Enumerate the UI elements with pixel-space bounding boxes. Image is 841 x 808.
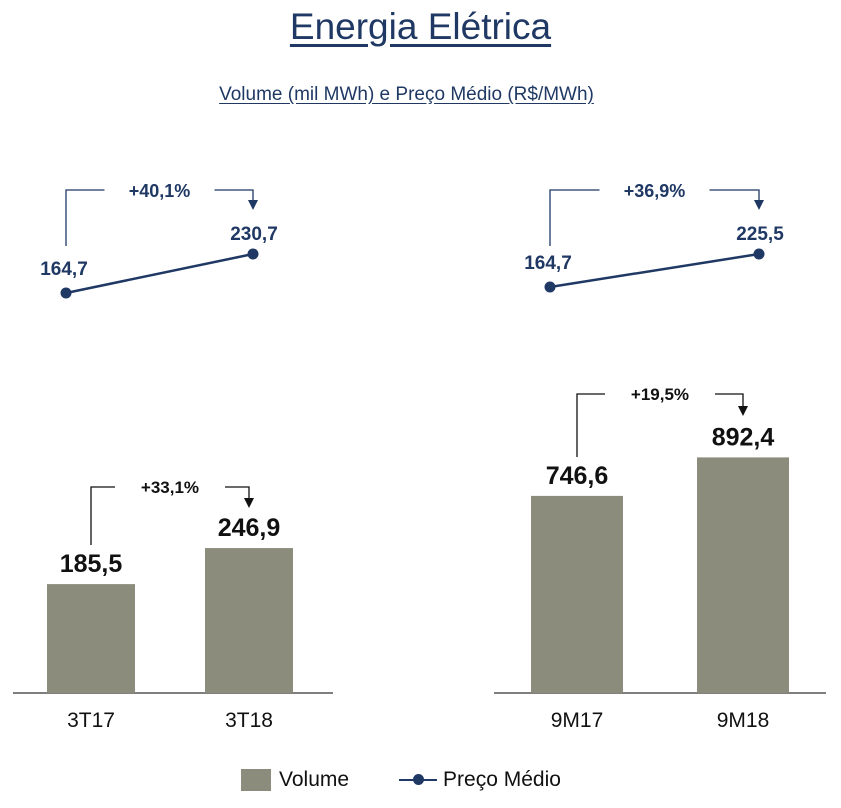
price-point-3T18	[247, 248, 259, 260]
price-change-bracket-left-q	[65, 189, 105, 246]
legend-swatch-volume	[241, 769, 271, 791]
bar-change-arrow-icon-ytd	[738, 406, 748, 416]
x-tick-label-9M17: 9M17	[551, 709, 604, 732]
price-change-arrow-icon-q	[248, 200, 258, 210]
bar-change-bracket-right-ytd	[715, 393, 744, 406]
bar-value-label-9M17: 746,6	[546, 462, 609, 490]
bar-3T18	[205, 548, 293, 693]
legend-item-price: Preço Médio	[399, 768, 561, 792]
price-change-label-q: +40,1%	[129, 181, 191, 201]
price-line-ytd	[549, 252, 760, 289]
bar-change-bracket-left-q	[90, 486, 115, 545]
price-value-label-9M18: 225,5	[736, 224, 784, 245]
x-tick-label-3T17: 3T17	[67, 709, 115, 732]
price-value-label-3T18: 230,7	[230, 224, 278, 245]
page-title: Energia Elétrica	[289, 6, 552, 47]
legend-item-volume: Volume	[241, 768, 349, 792]
legend-label-price: Preço Médio	[443, 768, 561, 791]
price-change-bracket-right-q	[214, 189, 254, 200]
legend-label-volume: Volume	[279, 768, 350, 791]
price-point-3T17	[60, 287, 72, 299]
legend-line-marker-icon	[399, 769, 438, 791]
chart-subtitle: Volume (mil MWh) e Preço Médio (R$/MWh)	[219, 84, 594, 105]
bar-3T17	[47, 584, 135, 693]
price-value-label-3T17: 164,7	[40, 259, 88, 280]
price-point-9M18	[753, 248, 765, 260]
bar-9M17	[531, 495, 623, 693]
bar-change-label-ytd: +19,5%	[631, 385, 689, 404]
bar-value-label-9M18: 892,4	[712, 423, 775, 451]
bar-value-label-3T17: 185,5	[60, 550, 123, 578]
bar-value-label-3T18: 246,9	[218, 514, 281, 542]
bar-change-label-q: +33,1%	[141, 478, 199, 497]
bar-change-bracket-right-q	[225, 486, 250, 498]
price-value-label-9M17: 164,7	[524, 253, 572, 274]
bar-9M18	[697, 457, 789, 693]
bar-change-arrow-icon-q	[244, 498, 254, 508]
price-change-label-ytd: +36,9%	[624, 181, 686, 201]
price-change-bracket-left-ytd	[549, 189, 600, 246]
price-change-arrow-icon-ytd	[754, 200, 764, 210]
price-line-q	[65, 252, 254, 295]
legend: Volume Preço Médio	[241, 766, 611, 794]
x-tick-label-3T18: 3T18	[225, 709, 273, 732]
bar-change-bracket-left-ytd	[576, 393, 605, 457]
x-tick-label-9M18: 9M18	[717, 709, 770, 732]
price-change-bracket-right-ytd	[709, 189, 760, 200]
price-point-9M17	[544, 281, 556, 293]
